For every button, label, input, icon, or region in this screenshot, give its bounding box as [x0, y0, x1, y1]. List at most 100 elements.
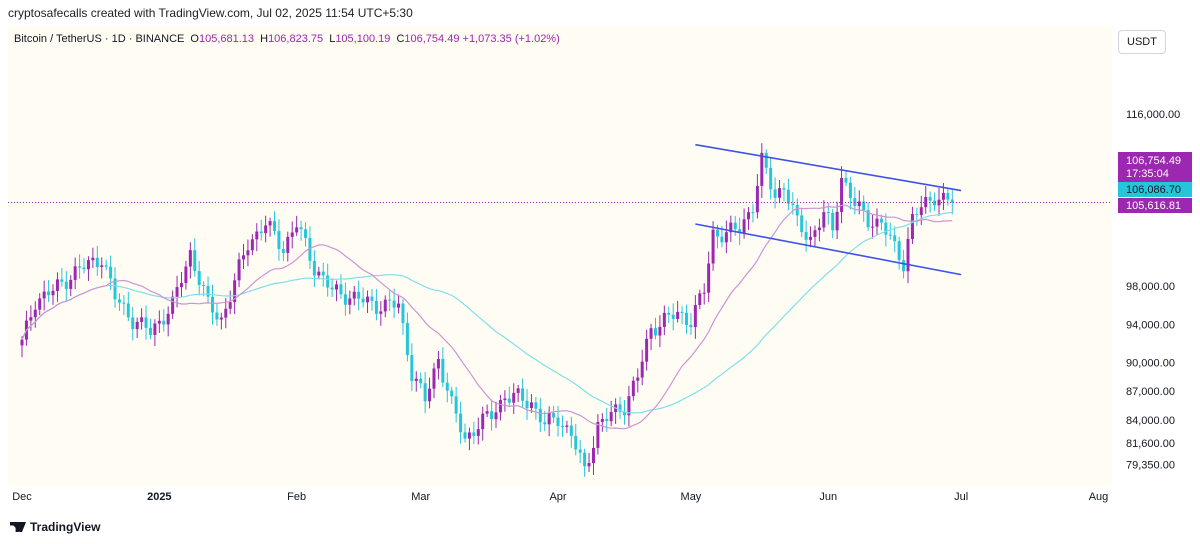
candle-body[interactable]: [711, 229, 715, 264]
candle-body[interactable]: [122, 302, 126, 304]
candle-body[interactable]: [671, 314, 675, 319]
candle-body[interactable]: [928, 197, 932, 201]
candle-body[interactable]: [410, 355, 414, 381]
candle-body[interactable]: [680, 311, 684, 313]
candle-body[interactable]: [950, 199, 954, 203]
candle-body[interactable]: [494, 412, 498, 420]
candle-body[interactable]: [782, 188, 786, 190]
candle-body[interactable]: [534, 402, 538, 409]
candle-body[interactable]: [556, 417, 560, 427]
candle-body[interactable]: [831, 212, 835, 231]
candle-body[interactable]: [791, 203, 795, 205]
candle-body[interactable]: [100, 265, 104, 267]
candle-body[interactable]: [826, 212, 830, 214]
candle-body[interactable]: [259, 231, 263, 234]
candle-body[interactable]: [246, 250, 250, 256]
candle-body[interactable]: [560, 426, 564, 428]
candle-body[interactable]: [919, 207, 923, 216]
candle-body[interactable]: [915, 214, 919, 216]
candle-body[interactable]: [188, 250, 192, 267]
candle-body[interactable]: [82, 267, 86, 270]
candle-body[interactable]: [312, 260, 316, 276]
candle-body[interactable]: [910, 214, 914, 239]
candle-body[interactable]: [760, 152, 764, 186]
candle-body[interactable]: [481, 413, 485, 430]
candle-body[interactable]: [888, 234, 892, 236]
candle-body[interactable]: [857, 201, 861, 207]
candle-body[interactable]: [286, 236, 290, 253]
candle-body[interactable]: [308, 237, 312, 261]
candle-body[interactable]: [91, 257, 95, 261]
candle-body[interactable]: [264, 225, 268, 234]
candle-body[interactable]: [348, 298, 352, 305]
price-chart[interactable]: 116,000.00111,000.0098,000.0094,000.0090…: [0, 0, 1200, 512]
candle-body[interactable]: [667, 312, 671, 315]
candle-body[interactable]: [109, 266, 113, 279]
candle-body[interactable]: [662, 312, 666, 327]
candle-body[interactable]: [113, 278, 117, 300]
candle-body[interactable]: [720, 236, 724, 243]
candle-body[interactable]: [467, 432, 471, 439]
candle-body[interactable]: [795, 204, 799, 216]
candle-body[interactable]: [202, 285, 206, 287]
candle-body[interactable]: [769, 167, 773, 190]
candle-body[interactable]: [817, 227, 821, 231]
candle-body[interactable]: [755, 185, 759, 213]
candle-body[interactable]: [627, 396, 631, 416]
candle-body[interactable]: [51, 290, 55, 296]
candle-body[interactable]: [591, 447, 595, 464]
candle-body[interactable]: [148, 327, 152, 335]
candle-body[interactable]: [747, 212, 751, 220]
candle-body[interactable]: [436, 358, 440, 369]
candle-body[interactable]: [636, 377, 640, 381]
candle-body[interactable]: [55, 279, 59, 291]
candle-body[interactable]: [574, 435, 578, 450]
candle-body[interactable]: [397, 303, 401, 308]
candle-body[interactable]: [773, 189, 777, 198]
candle-body[interactable]: [304, 229, 308, 238]
candle-body[interactable]: [800, 215, 804, 233]
candle-body[interactable]: [428, 388, 432, 402]
candle-body[interactable]: [197, 271, 201, 286]
candle-body[interactable]: [476, 429, 480, 436]
candle-body[interactable]: [330, 287, 334, 290]
candle-body[interactable]: [729, 222, 733, 233]
candle-body[interactable]: [809, 236, 813, 240]
candle-body[interactable]: [503, 398, 507, 401]
candle-body[interactable]: [463, 432, 467, 439]
candle-body[interactable]: [73, 266, 77, 280]
candle-body[interactable]: [60, 279, 64, 282]
candle-body[interactable]: [317, 271, 321, 276]
candle-body[interactable]: [543, 422, 547, 425]
candle-body[interactable]: [273, 221, 277, 232]
candle-body[interactable]: [184, 266, 188, 284]
candle-body[interactable]: [219, 317, 223, 320]
candle-body[interactable]: [884, 222, 888, 235]
candle-body[interactable]: [707, 263, 711, 293]
candle-body[interactable]: [738, 229, 742, 234]
candle-body[interactable]: [689, 324, 693, 328]
candle-body[interactable]: [751, 212, 755, 214]
candle-body[interactable]: [835, 211, 839, 231]
candle-body[interactable]: [693, 305, 697, 328]
candle-body[interactable]: [583, 452, 587, 467]
candle-body[interactable]: [42, 291, 46, 299]
candle-body[interactable]: [117, 299, 121, 303]
candle-body[interactable]: [609, 412, 613, 422]
candle-body[interactable]: [233, 280, 237, 303]
candle-body[interactable]: [357, 291, 361, 299]
candle-body[interactable]: [822, 212, 826, 228]
time-axis[interactable]: [0, 486, 1112, 512]
candle-body[interactable]: [392, 300, 396, 308]
candle-body[interactable]: [472, 432, 476, 436]
candle-body[interactable]: [206, 285, 210, 297]
candle-body[interactable]: [937, 199, 941, 206]
candle-body[interactable]: [441, 358, 445, 383]
candle-body[interactable]: [645, 338, 649, 362]
candle-body[interactable]: [179, 283, 183, 288]
candle-body[interactable]: [277, 231, 281, 250]
candle-body[interactable]: [281, 249, 285, 253]
candle-body[interactable]: [255, 231, 259, 240]
candle-body[interactable]: [879, 218, 883, 223]
candle-body[interactable]: [933, 200, 937, 206]
